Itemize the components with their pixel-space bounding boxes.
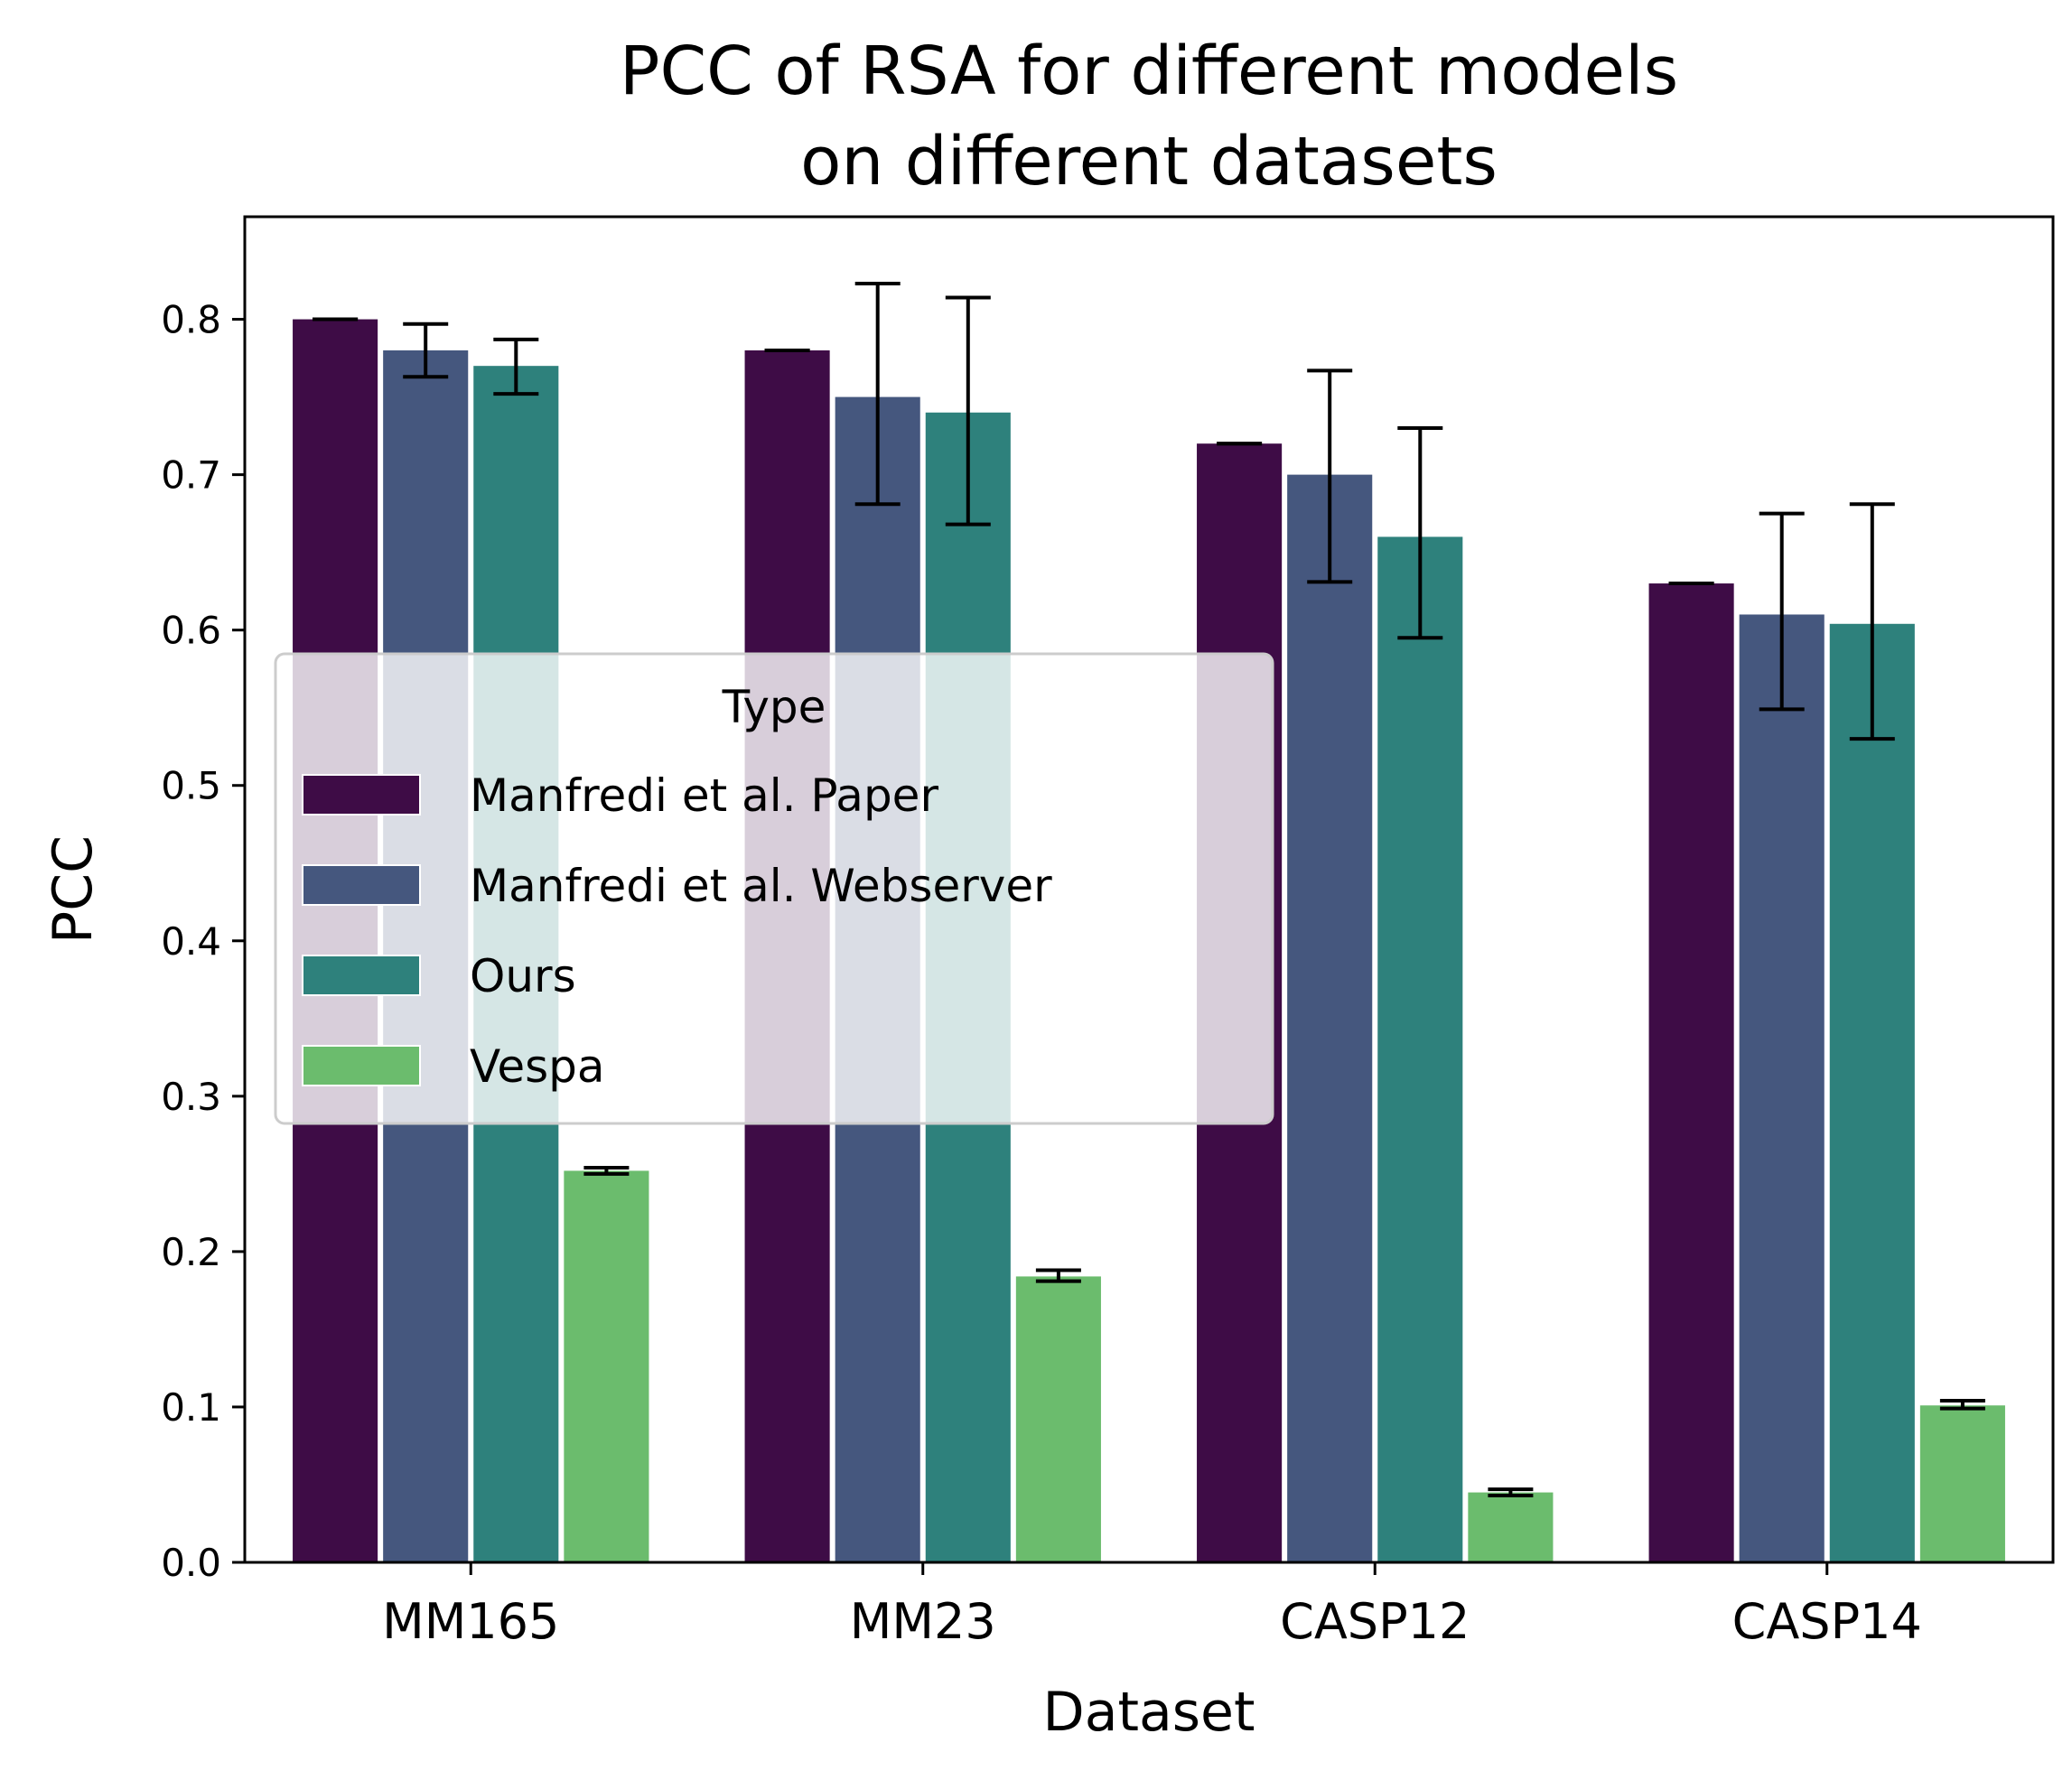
y-tick-label: 0.4 <box>161 919 221 964</box>
x-axis-label: Dataset <box>1043 1681 1255 1744</box>
error-bars-layer <box>313 281 1985 1498</box>
legend-label: Manfredi et al. Webserver <box>470 860 1052 912</box>
legend-swatch <box>302 774 421 815</box>
bar <box>1829 623 1915 1563</box>
legend-swatch <box>302 1045 421 1086</box>
y-tick-label: 0.6 <box>161 609 221 653</box>
y-axis-ticks: 0.0 0.1 0.2 0.3 0.4 0.5 0.6 0.7 0.8 <box>161 298 245 1585</box>
x-axis-ticks: MM165 MM23 CASP12 CASP14 <box>382 1562 1922 1650</box>
bars-layer <box>293 319 2005 1563</box>
bar <box>564 1170 649 1562</box>
y-tick-label: 0.0 <box>161 1541 221 1585</box>
bar <box>1739 614 1825 1562</box>
bar <box>1468 1492 1554 1562</box>
x-tick-label: MM23 <box>850 1593 996 1650</box>
bar <box>1919 1405 2005 1562</box>
y-tick-label: 0.1 <box>161 1385 221 1430</box>
legend-label: Ours <box>470 950 576 1002</box>
bar <box>1377 536 1463 1562</box>
legend-title: Type <box>722 681 826 733</box>
legend-items: Manfredi et al. Paper Manfredi et al. Web… <box>302 769 1052 1093</box>
y-tick-label: 0.5 <box>161 764 221 808</box>
y-tick-label: 0.8 <box>161 298 221 342</box>
legend-label: Manfredi et al. Paper <box>470 769 938 822</box>
legend-swatch <box>302 864 421 906</box>
legend-box <box>274 652 1274 1125</box>
y-tick-label: 0.3 <box>161 1075 221 1119</box>
bar <box>1287 474 1373 1562</box>
chart-title-line-2: on different datasets <box>800 123 1498 200</box>
plot-frame <box>243 215 2055 1564</box>
bar <box>1015 1276 1101 1562</box>
chart-title-line-1: PCC of RSA for different models <box>620 33 1678 110</box>
legend-label: Vespa <box>470 1040 605 1093</box>
x-tick-label: CASP12 <box>1280 1593 1470 1650</box>
y-axis-label: PCC <box>42 835 105 944</box>
y-tick-label: 0.2 <box>161 1230 221 1274</box>
bar <box>1648 583 1734 1562</box>
legend-swatch <box>302 955 421 996</box>
x-tick-label: MM165 <box>382 1593 559 1650</box>
x-tick-label: CASP14 <box>1732 1593 1922 1650</box>
y-tick-label: 0.7 <box>161 453 221 498</box>
